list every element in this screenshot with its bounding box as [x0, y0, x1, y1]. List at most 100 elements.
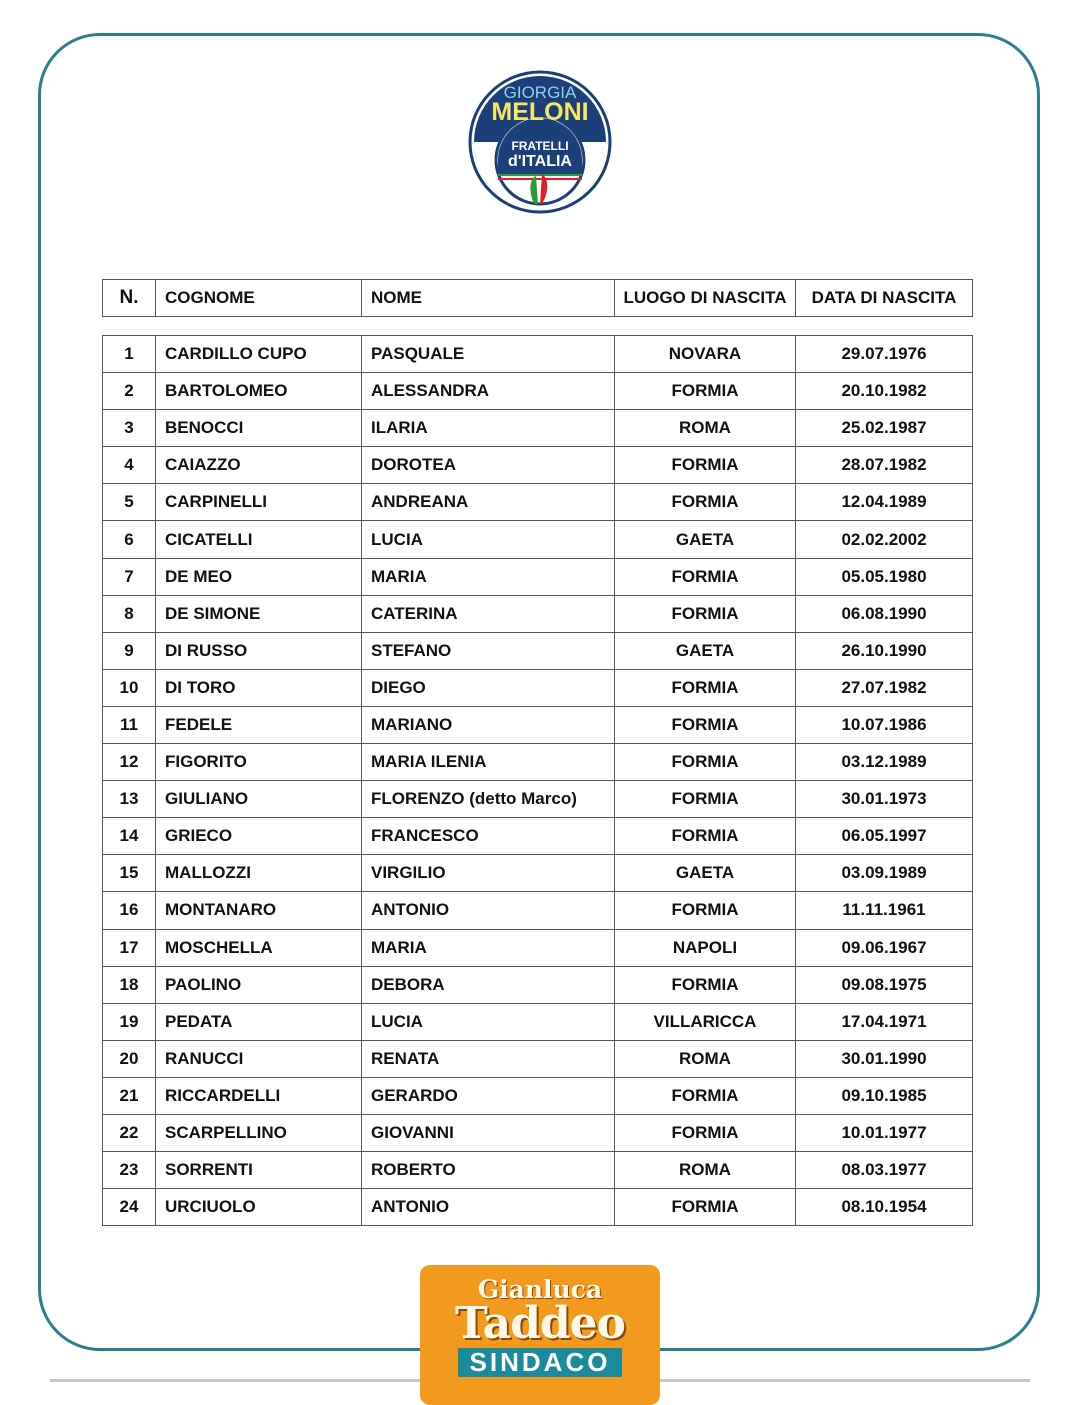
- header-name: NOME: [361, 279, 615, 317]
- cell-name: ROBERTO: [361, 1151, 615, 1190]
- cell-number: 3: [102, 409, 156, 448]
- cell-birthdate: 09.10.1985: [795, 1076, 973, 1115]
- cell-name: ILARIA: [361, 409, 615, 448]
- cell-name: DOROTEA: [361, 446, 615, 485]
- fratelli-ditalia-logo: GIORGIA MELONI FRATELLI d'ITALIA: [468, 70, 612, 214]
- cell-birthplace: GAETA: [614, 631, 796, 670]
- cell-surname: BENOCCI: [155, 409, 362, 448]
- cell-surname: MALLOZZI: [155, 854, 362, 893]
- cell-number: 13: [102, 780, 156, 819]
- cell-number: 17: [102, 928, 156, 967]
- header-surname: COGNOME: [155, 279, 362, 317]
- cell-surname: SCARPELLINO: [155, 1113, 362, 1153]
- table-header: N. COGNOME NOME LUOGO DI NASCITA DATA DI…: [102, 279, 973, 317]
- cell-surname: CARDILLO CUPO: [155, 334, 362, 374]
- cell-surname: PEDATA: [155, 1002, 362, 1041]
- cell-birthdate: 20.10.1982: [795, 372, 973, 411]
- cell-name: MARIANO: [361, 705, 615, 745]
- cell-name: CATERINA: [361, 594, 615, 633]
- cell-birthdate: 05.05.1980: [795, 557, 973, 596]
- badge-first-name: Gianluca: [477, 1275, 603, 1304]
- cell-birthdate: 08.03.1977: [795, 1151, 973, 1190]
- cell-number: 24: [102, 1188, 156, 1227]
- cell-birthplace: FORMIA: [614, 483, 796, 522]
- table-row: 6 CICATELLI LUCIA GAETA 02.02.2002: [102, 520, 973, 559]
- cell-surname: FIGORITO: [155, 743, 362, 782]
- cell-birthplace: VILLARICCA: [614, 1002, 796, 1041]
- svg-text:GIORGIA: GIORGIA: [504, 83, 577, 102]
- cell-name: DIEGO: [361, 668, 615, 707]
- cell-birthdate: 17.04.1971: [795, 1002, 973, 1041]
- cell-birthplace: ROMA: [614, 409, 796, 448]
- cell-name: LUCIA: [361, 1002, 615, 1041]
- cell-number: 1: [102, 334, 156, 374]
- cell-name: GERARDO: [361, 1076, 615, 1115]
- cell-surname: DI RUSSO: [155, 631, 362, 670]
- cell-birthplace: FORMIA: [614, 557, 796, 596]
- table-row: 19 PEDATA LUCIA VILLARICCA 17.04.1971: [102, 1002, 973, 1041]
- cell-name: FLORENZO (detto Marco): [361, 780, 615, 819]
- cell-surname: DI TORO: [155, 668, 362, 707]
- cell-name: ANDREANA: [361, 483, 615, 522]
- cell-birthplace: FORMIA: [614, 1113, 796, 1153]
- table-row: 5 CARPINELLI ANDREANA FORMIA 12.04.1989: [102, 483, 973, 522]
- cell-surname: MOSCHELLA: [155, 928, 362, 967]
- cell-name: VIRGILIO: [361, 854, 615, 893]
- cell-birthplace: GAETA: [614, 854, 796, 893]
- table-row: 7 DE MEO MARIA FORMIA 05.05.1980: [102, 557, 973, 596]
- cell-birthdate: 03.09.1989: [795, 854, 973, 893]
- table-row: 24 URCIUOLO ANTONIO FORMIA 08.10.1954: [102, 1188, 973, 1227]
- table-row: 2 BARTOLOMEO ALESSANDRA FORMIA 20.10.1982: [102, 372, 973, 411]
- cell-number: 19: [102, 1002, 156, 1041]
- cell-birthplace: FORMIA: [614, 705, 796, 745]
- table-row: 20 RANUCCI RENATA ROMA 30.01.1990: [102, 1039, 973, 1078]
- header-number: N.: [102, 279, 156, 317]
- cell-name: LUCIA: [361, 520, 615, 559]
- cell-birthdate: 28.07.1982: [795, 446, 973, 485]
- cell-birthdate: 08.10.1954: [795, 1188, 973, 1227]
- cell-name: MARIA ILENIA: [361, 743, 615, 782]
- cell-birthplace: FORMIA: [614, 743, 796, 782]
- cell-birthdate: 10.07.1986: [795, 705, 973, 745]
- cell-birthdate: 10.01.1977: [795, 1113, 973, 1153]
- cell-birthplace: FORMIA: [614, 817, 796, 856]
- cell-surname: RICCARDELLI: [155, 1076, 362, 1115]
- table-row: 3 BENOCCI ILARIA ROMA 25.02.1987: [102, 409, 973, 448]
- cell-birthplace: FORMIA: [614, 446, 796, 485]
- table-row: 11 FEDELE MARIANO FORMIA 10.07.1986: [102, 705, 973, 745]
- cell-birthdate: 02.02.2002: [795, 520, 973, 559]
- cell-name: MARIA: [361, 928, 615, 967]
- cell-name: GIOVANNI: [361, 1113, 615, 1153]
- table-row: 12 FIGORITO MARIA ILENIA FORMIA 03.12.1989: [102, 743, 973, 782]
- cell-surname: CARPINELLI: [155, 483, 362, 522]
- cell-number: 8: [102, 594, 156, 633]
- cell-number: 5: [102, 483, 156, 522]
- cell-number: 16: [102, 891, 156, 930]
- cell-name: STEFANO: [361, 631, 615, 670]
- cell-name: ALESSANDRA: [361, 372, 615, 411]
- table-row: 16 MONTANARO ANTONIO FORMIA 11.11.1961: [102, 891, 973, 930]
- cell-name: ANTONIO: [361, 891, 615, 930]
- cell-number: 7: [102, 557, 156, 596]
- cell-birthdate: 09.08.1975: [795, 965, 973, 1004]
- cell-birthdate: 26.10.1990: [795, 631, 973, 670]
- cell-surname: DE MEO: [155, 557, 362, 596]
- cell-birthplace: FORMIA: [614, 1076, 796, 1115]
- cell-birthplace: NOVARA: [614, 334, 796, 374]
- cell-name: PASQUALE: [361, 334, 615, 374]
- svg-text:MELONI: MELONI: [491, 98, 588, 126]
- cell-number: 15: [102, 854, 156, 893]
- cell-birthdate: 25.02.1987: [795, 409, 973, 448]
- cell-birthplace: FORMIA: [614, 594, 796, 633]
- cell-number: 9: [102, 631, 156, 670]
- cell-birthplace: FORMIA: [614, 1188, 796, 1227]
- cell-surname: GIULIANO: [155, 780, 362, 819]
- cell-surname: BARTOLOMEO: [155, 372, 362, 411]
- table-row: 22 SCARPELLINO GIOVANNI FORMIA 10.01.1977: [102, 1113, 973, 1153]
- cell-birthdate: 03.12.1989: [795, 743, 973, 782]
- cell-name: MARIA: [361, 557, 615, 596]
- cell-birthdate: 06.05.1997: [795, 817, 973, 856]
- table-row: 14 GRIECO FRANCESCO FORMIA 06.05.1997: [102, 817, 973, 856]
- cell-surname: CAIAZZO: [155, 446, 362, 485]
- table-row: 13 GIULIANO FLORENZO (detto Marco) FORMIA 30…: [102, 780, 973, 819]
